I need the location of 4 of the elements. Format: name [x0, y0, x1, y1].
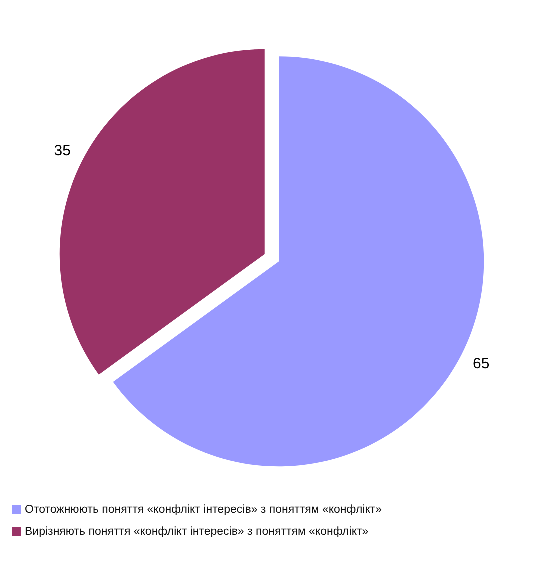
- legend-label: Вирізняють поняття «конфлікт інтересів» з поняттям «конфлікт»: [25, 526, 369, 538]
- data-label: 35: [54, 142, 71, 160]
- legend-label: Ототожнюють поняття «конфлікт інтересів» з поняттям «конфлікт»: [25, 504, 382, 516]
- data-label: 65: [473, 356, 490, 373]
